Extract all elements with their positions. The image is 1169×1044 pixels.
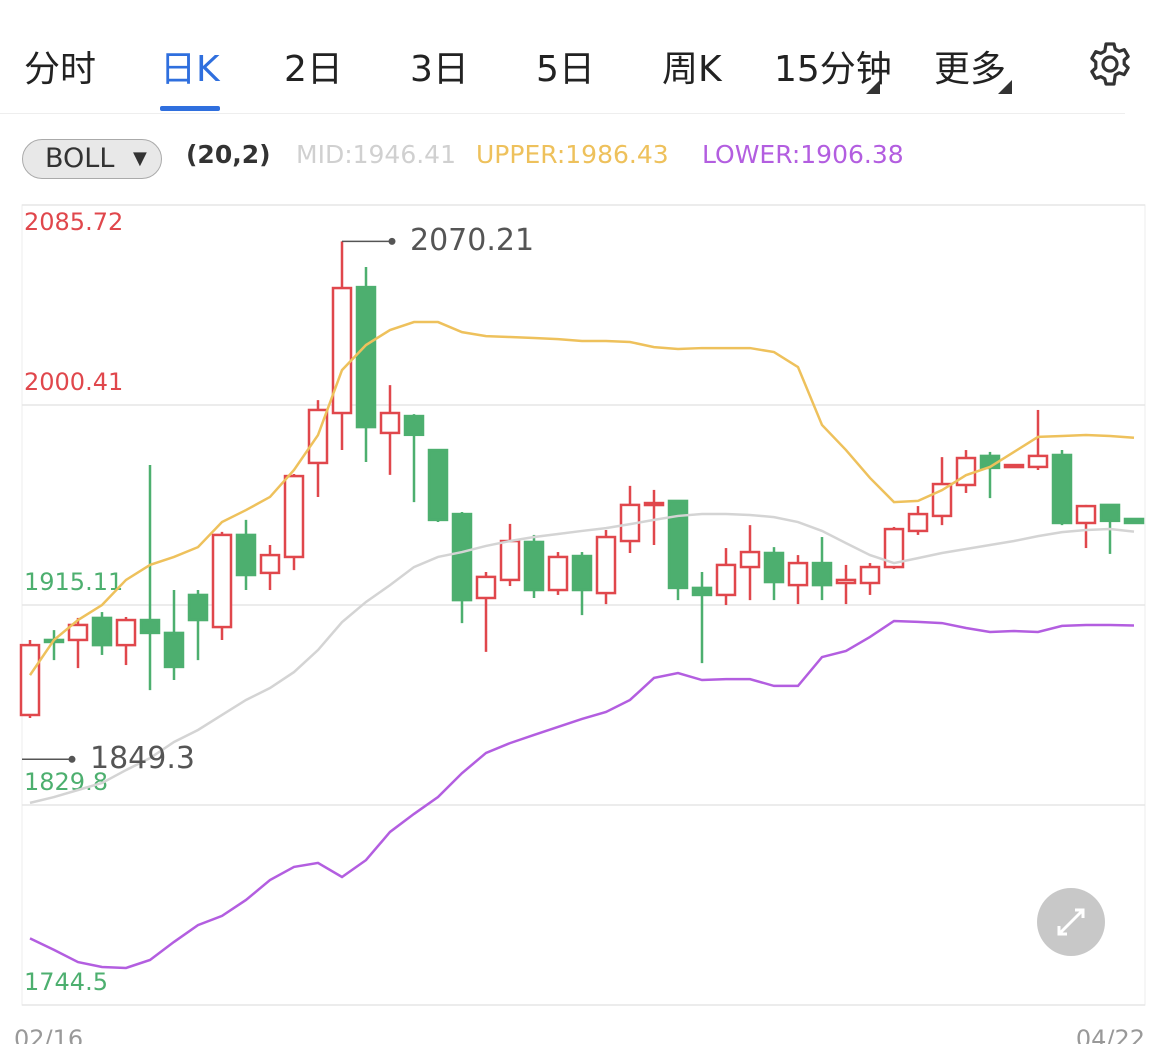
- candle-body: [403, 414, 425, 437]
- candle-body: [355, 285, 377, 429]
- candle-body: [235, 533, 257, 577]
- tab[interactable]: 日K: [160, 40, 220, 111]
- candle-body: [91, 616, 113, 647]
- tab[interactable]: 3日: [410, 49, 469, 90]
- candle-body: [259, 553, 281, 575]
- candle-body: [859, 565, 881, 585]
- y-tick-label: 2000.41: [24, 368, 123, 396]
- candle-body: [1123, 517, 1145, 525]
- candle-body: [811, 561, 833, 587]
- candle-body: [547, 555, 569, 592]
- candle-body: [595, 535, 617, 595]
- candle-body: [1003, 463, 1025, 469]
- y-tick-label: 1915.11: [24, 568, 123, 596]
- candle-body: [139, 618, 161, 635]
- tab[interactable]: 2日: [284, 49, 343, 90]
- boll-line: [29, 512, 1135, 805]
- candle-body: [643, 501, 665, 507]
- annotation-label: 1849.3: [90, 741, 195, 776]
- dropdown-indicator: [998, 80, 1012, 94]
- candle-body: [523, 540, 545, 592]
- candle-body: [115, 618, 137, 647]
- x-tick-label: 02/16: [14, 1025, 83, 1044]
- tab-bar: 分时 日K 2日 3日 5日 周K 15分钟 更多: [0, 0, 1125, 114]
- tab[interactable]: 5日: [536, 49, 595, 90]
- candle-body: [1051, 453, 1073, 525]
- indicator-name: BOLL: [45, 143, 115, 174]
- candle-body: [1099, 503, 1121, 523]
- boll-line: [29, 619, 1135, 970]
- x-tick-label: 04/22: [1076, 1025, 1145, 1044]
- candle-body: [1075, 504, 1097, 525]
- tab[interactable]: 分时: [24, 49, 97, 90]
- candle-body: [763, 551, 785, 584]
- y-tick-label: 1829.8: [24, 768, 108, 796]
- tab[interactable]: 更多: [934, 49, 1007, 90]
- candle-body: [67, 623, 89, 642]
- boll-line: [28, 320, 1135, 676]
- candle-body: [187, 593, 209, 622]
- indicator-select[interactable]: BOLL ▼: [22, 139, 162, 179]
- candle-body: [451, 512, 473, 602]
- y-tick-label: 1744.5: [24, 968, 108, 996]
- annotation-label: 2070.21: [410, 223, 534, 258]
- candle-body: [691, 586, 713, 597]
- dropdown-indicator: [866, 80, 880, 94]
- candle-body: [907, 512, 929, 533]
- candle-body: [1027, 454, 1049, 469]
- candle-body: [883, 527, 905, 569]
- candle-body: [739, 550, 761, 569]
- annotation-dot: [388, 237, 396, 245]
- fullscreen-button[interactable]: [1037, 888, 1105, 956]
- candle-body: [475, 575, 497, 600]
- fullscreen-icon: [1057, 908, 1085, 936]
- indicator-params: (20,2): [186, 140, 271, 169]
- candle-body: [835, 578, 857, 585]
- settings-icon[interactable]: [1086, 40, 1134, 88]
- legend-mid: MID:1946.41: [296, 140, 456, 169]
- candle-body: [331, 286, 353, 415]
- candle-body: [787, 561, 809, 587]
- legend-lower: LOWER:1906.38: [702, 140, 904, 169]
- candle-body: [715, 563, 737, 597]
- candle-body: [571, 554, 593, 592]
- y-tick-label: 2085.72: [24, 208, 123, 236]
- candle-body: [667, 499, 689, 590]
- annotation-dot: [68, 755, 76, 763]
- candle-body: [499, 539, 521, 582]
- candle-body: [283, 474, 305, 559]
- candle-body: [163, 631, 185, 669]
- candle-body: [955, 456, 977, 487]
- candle-body: [211, 533, 233, 629]
- candle-body: [427, 448, 449, 522]
- tab[interactable]: 周K: [662, 49, 722, 90]
- legend-upper: UPPER:1986.43: [476, 140, 669, 169]
- candle-body: [379, 411, 401, 435]
- candle-body: [19, 643, 41, 717]
